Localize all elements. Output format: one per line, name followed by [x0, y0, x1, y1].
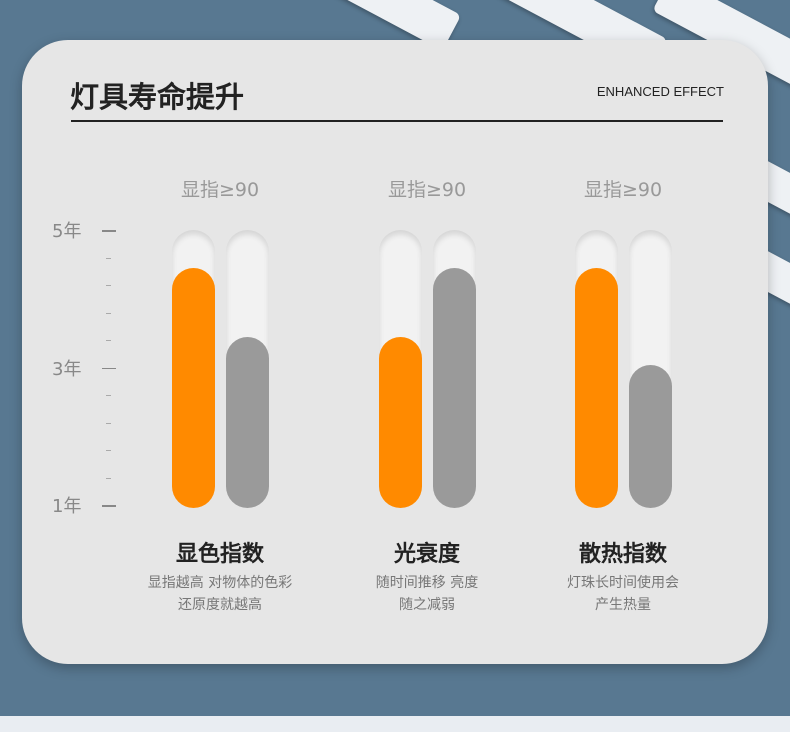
- orange-bar: [172, 268, 215, 508]
- group-desc-line1: 灯珠长时间使用会: [567, 575, 679, 591]
- gray-bar: [629, 364, 672, 508]
- y-minor-tick: [106, 340, 111, 341]
- y-tick: [102, 367, 116, 369]
- group-head: 显指≥90: [387, 179, 467, 201]
- group-name: 光衰度: [393, 542, 460, 567]
- group-desc-line1: 随时间推移 亮度: [375, 575, 479, 591]
- orange-bar: [575, 268, 618, 508]
- y-minor-tick: [106, 395, 111, 396]
- group-desc-line2: 随之减弱: [399, 597, 455, 613]
- group-desc-line2: 还原度就越高: [178, 597, 262, 613]
- group-name: 散热指数: [578, 542, 667, 567]
- gray-bar: [433, 268, 476, 508]
- page-title: 灯具寿命提升: [70, 80, 245, 114]
- y-tick: [102, 230, 116, 232]
- y-minor-tick: [106, 477, 111, 479]
- group-head: 显指≥90: [180, 179, 260, 201]
- y-minor-tick: [106, 422, 111, 424]
- group-desc-line2: 产生热量: [595, 597, 651, 613]
- y-minor-tick: [106, 312, 111, 314]
- y-tick-label: 5年: [52, 221, 82, 242]
- y-tick: [102, 505, 116, 507]
- gray-bar: [226, 337, 269, 508]
- bottom-strip: [0, 716, 790, 732]
- subtitle: ENHANCED EFFECT: [596, 84, 724, 99]
- lifespan-card: 灯具寿命提升 ENHANCED EFFECT 1年 3年 5年 显指≥90 显色指数 显指…: [22, 40, 768, 664]
- y-minor-tick: [106, 450, 111, 451]
- orange-bar: [379, 337, 422, 508]
- y-minor-tick: [106, 285, 111, 286]
- group-head: 显指≥90: [583, 179, 663, 201]
- y-tick-label: 3年: [52, 358, 82, 380]
- group-desc-line1: 显指越高 对物体的色彩: [147, 575, 293, 591]
- y-minor-tick: [106, 257, 111, 259]
- divider: [71, 120, 723, 122]
- y-tick-label: 1年: [52, 496, 82, 517]
- group-name: 显色指数: [175, 542, 264, 567]
